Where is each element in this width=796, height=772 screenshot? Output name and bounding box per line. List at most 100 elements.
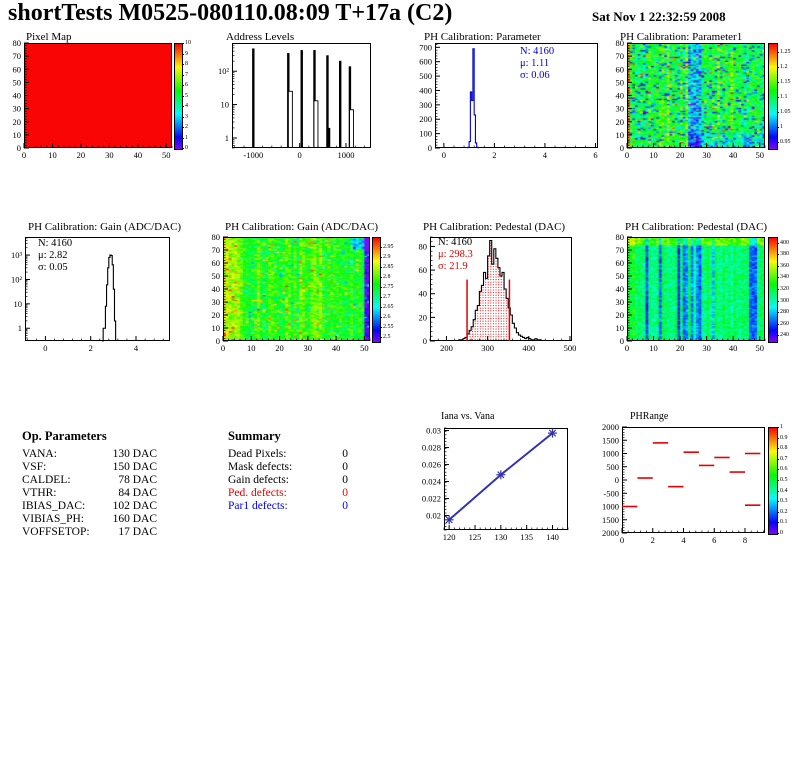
tick-label: 0.026	[422, 460, 441, 470]
op-param-row: VANA: 130 DAC	[22, 448, 157, 460]
tick-label: 80	[616, 232, 625, 242]
colorbar-label: 2.95	[383, 244, 394, 250]
tick-label: 10	[649, 343, 658, 353]
colorbar-tick	[777, 82, 779, 83]
op-param-row: VTHR: 84 DAC	[22, 487, 157, 499]
colorbar-label: 10	[185, 40, 191, 46]
tick-label: 80	[13, 38, 22, 48]
tick-label: 30	[616, 297, 625, 307]
tick-label: 50	[360, 343, 369, 353]
tick-label: 0	[442, 150, 446, 160]
tick-label: 10²	[11, 274, 23, 284]
tick-label: 30	[702, 150, 711, 160]
colorbar-label: 6	[185, 82, 188, 88]
tick-label: 500	[419, 71, 432, 81]
tick-label: 20	[13, 117, 22, 127]
tick-label: 4	[681, 535, 686, 545]
pedestal_map-pixels	[627, 237, 765, 341]
colorbar-label: 2.5	[383, 334, 391, 340]
colorbar-tick	[182, 43, 184, 44]
tick-label: 10	[13, 130, 22, 140]
pedestal-map-title: PH Calibration: Pedestal (DAC)	[625, 221, 768, 233]
op-param-row: IBIAS_DAC: 102 DAC	[22, 500, 157, 512]
tick-label: 80	[212, 232, 221, 242]
summary-row: Mask defects: 0	[228, 461, 348, 473]
tick-label: 10	[221, 100, 230, 110]
tick-label: 40	[134, 150, 143, 160]
gain_map-pixels	[223, 237, 370, 341]
tick-label: 300	[419, 100, 432, 110]
gain-map-title: PH Calibration: Gain (ADC/DAC)	[225, 221, 379, 233]
timestamp: Sat Nov 1 22:32:59 2008	[592, 9, 726, 24]
tick-label: 10	[14, 299, 23, 309]
colorbar-label: 0.6	[780, 466, 788, 473]
colorbar-tick	[777, 254, 779, 256]
ph_param1_map-pixels	[627, 43, 765, 148]
ph-param1-map: 0 10 20 30 40 50 0 10 20 30 40 50 60 70 80	[616, 38, 766, 160]
tick-label: 1000	[337, 150, 354, 160]
tick-label: 700	[419, 42, 432, 52]
tick-label: 80	[419, 241, 428, 251]
colorbar-tick	[182, 74, 184, 76]
tick-label: 0	[625, 343, 629, 353]
tick-label: 10³	[11, 250, 23, 260]
tick-label: 1500	[602, 435, 619, 445]
colorbar-tick	[777, 448, 779, 450]
gain-map: 0 10 20 30 40 50 0 10 20 30 40 50 60 70 80	[212, 232, 371, 353]
stat-n: N: 4160	[438, 237, 473, 248]
tick-label: 40	[729, 150, 738, 160]
summary-title: Summary	[228, 429, 281, 443]
tick-label: 60	[419, 265, 428, 275]
colorbar-tick	[380, 337, 382, 338]
colorbar-label: 1.1	[780, 94, 788, 100]
address-levels-title: Address Levels	[226, 31, 295, 43]
tick-label: 20	[676, 150, 685, 160]
colorbar-tick	[777, 277, 779, 279]
op-parameters-title: Op. Parameters	[22, 429, 107, 443]
colorbar	[768, 43, 778, 150]
colorbar-label: 0.95	[780, 139, 791, 145]
tick-label: 120	[443, 532, 456, 542]
colorbar-label: 0.8	[780, 445, 788, 452]
stat-mu: μ: 2.82	[38, 250, 68, 261]
colorbar-label: 7	[185, 71, 188, 78]
iana-vana-graph: 120 125 130 135 140 0.02 0.022 0.024 0.026 0.028 0…	[422, 426, 569, 542]
tick-label: 0	[216, 336, 220, 346]
colorbar	[372, 237, 381, 343]
tick-label: 1	[18, 323, 22, 333]
phrange-chart: 0 2 4 6 8 2000 1500 1000 500 0 -500 1000 1500 2000	[602, 422, 765, 545]
colorbar-label: 0.1	[780, 519, 788, 526]
colorbar-label: 280	[780, 309, 789, 316]
colorbar-tick	[777, 490, 779, 492]
tick-label: 10²	[218, 66, 230, 76]
tick-label: 40	[13, 91, 22, 101]
stat-mu: μ: 1.11	[520, 58, 550, 69]
tick-label: 40	[212, 284, 221, 294]
pedestal-hist-title: PH Calibration: Pedestal (DAC)	[423, 221, 566, 233]
tick-label: 20	[616, 310, 625, 320]
tick-label: 60	[616, 258, 625, 268]
colorbar-tick	[777, 265, 779, 267]
summary-row: Par1 defects: 0	[228, 500, 348, 512]
colorbar-tick	[777, 112, 779, 113]
pixel-map-title: Pixel Map	[26, 31, 72, 43]
tick-label: 10	[48, 150, 57, 160]
tick-label: 140	[546, 532, 559, 542]
tick-label: 20	[77, 150, 86, 160]
colorbar-tick	[777, 458, 779, 460]
tick-label: 30	[702, 343, 711, 353]
colorbar-label: 9	[185, 50, 188, 57]
colorbar-tick	[777, 522, 779, 524]
colorbar-tick	[777, 533, 779, 534]
colorbar-tick	[380, 287, 382, 288]
tick-label: 60	[13, 64, 22, 74]
tick-label: 1000	[602, 502, 619, 512]
colorbar-tick	[777, 427, 779, 428]
stat-sigma: σ: 0.06	[520, 70, 550, 81]
tick-label: 60	[212, 258, 221, 268]
tick-label: 0.02	[426, 511, 441, 521]
colorbar-label: 3	[185, 113, 188, 120]
tick-label: 4	[543, 150, 548, 160]
colorbar-tick	[380, 277, 382, 278]
colorbar-tick	[777, 501, 779, 503]
